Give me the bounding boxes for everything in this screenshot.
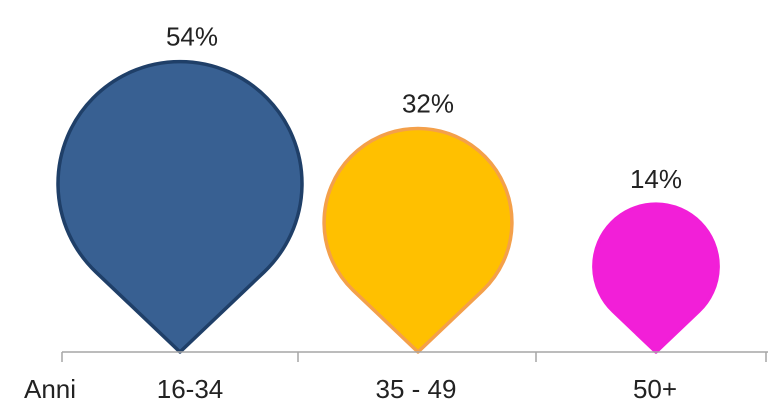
bar-16-34: [56, 59, 304, 354]
data-label: 32%: [402, 88, 454, 118]
category-label: 16-34: [157, 374, 224, 404]
category-label: 50+: [633, 374, 677, 404]
data-label: 14%: [630, 164, 682, 194]
x-axis-ticks: [61, 352, 767, 362]
bar-50+: [592, 202, 720, 354]
chart-marks: [56, 59, 720, 354]
category-label: 35 - 49: [376, 374, 457, 404]
chart-labels: 54% 16-34 32% 35 - 49 14% 50+: [157, 22, 682, 404]
data-label: 54%: [166, 22, 218, 52]
bar-35-49: [322, 126, 514, 354]
x-axis-title: Anni: [24, 374, 76, 404]
